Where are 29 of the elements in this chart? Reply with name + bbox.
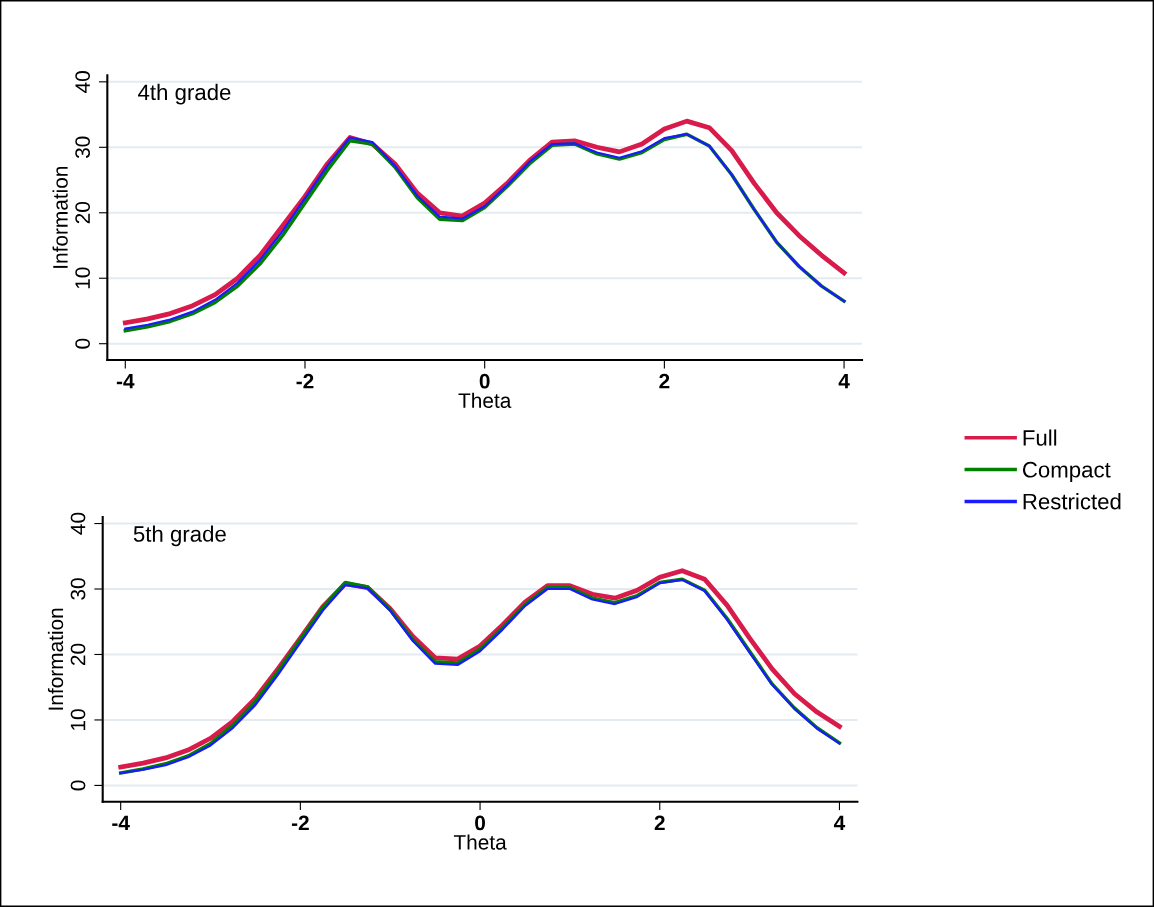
x-tick-label: 4 xyxy=(838,374,850,389)
chart-title: 4th grade xyxy=(138,83,231,105)
y-tick-label: 10 xyxy=(70,709,86,730)
y-tick-label: 20 xyxy=(75,202,91,224)
legend-label: Full xyxy=(1023,429,1057,446)
y-tick-label: 10 xyxy=(75,267,91,289)
x-tick-label: -2 xyxy=(296,373,314,389)
x-tick-label: 2 xyxy=(654,815,665,831)
x-tick-label: 0 xyxy=(475,815,485,831)
legend-label: Restricted xyxy=(1023,493,1121,510)
chart-title: 5th grade xyxy=(133,525,226,547)
x-tick-label: 0 xyxy=(479,373,490,389)
x-tick-label: -4 xyxy=(112,815,130,831)
y-axis-title: Information xyxy=(52,166,68,268)
y-tick-label: 40 xyxy=(70,512,86,535)
x-tick-label: 2 xyxy=(659,373,670,389)
y-axis-title: Information xyxy=(47,608,64,710)
y-tick-label: 40 xyxy=(75,71,91,93)
x-tick-label: -4 xyxy=(116,374,135,389)
y-tick-label: 30 xyxy=(75,136,91,159)
y-tick-label: 0 xyxy=(75,338,91,349)
x-axis-title: Theta xyxy=(458,392,512,408)
x-tick-label: -2 xyxy=(291,815,309,831)
y-tick-label: 30 xyxy=(70,578,86,600)
legend-label: Compact xyxy=(1022,461,1111,482)
x-axis-title: Theta xyxy=(453,834,507,850)
y-tick-label: 0 xyxy=(70,780,86,791)
y-tick-label: 20 xyxy=(70,643,86,666)
x-tick-label: 4 xyxy=(833,815,846,831)
